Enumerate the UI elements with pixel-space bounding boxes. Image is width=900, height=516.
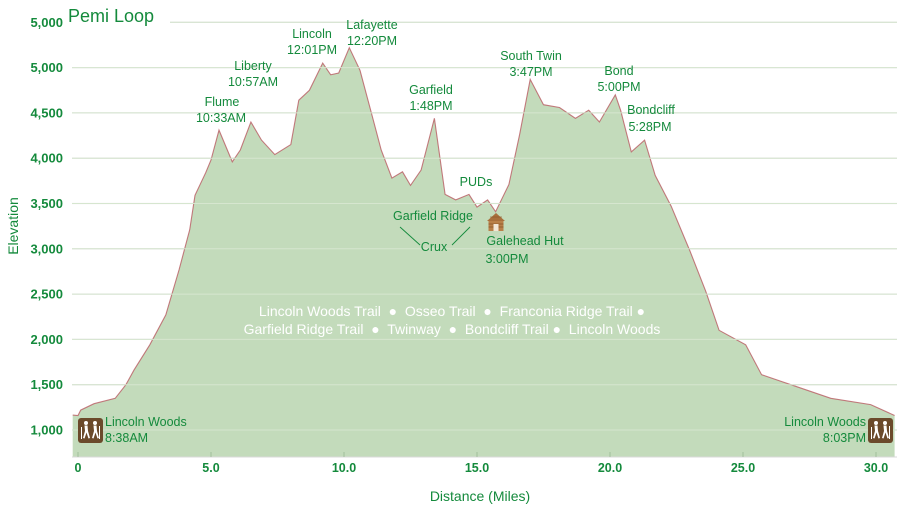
y-tick-label: 3,500 [30,196,63,211]
hiker-icon [868,418,893,443]
annotation-south-twin: South Twin 3:47PM [500,49,562,79]
hiker-icon [78,418,103,443]
peak-name: Flume [205,95,240,109]
end-time: 8:03PM [823,431,866,445]
y-axis-ticks: 5,000 5,000 4,500 4,000 3,500 3,000 2,500 2,000… [30,15,63,438]
peak-time: 10:57AM [228,75,278,89]
peak-name: South Twin [500,49,562,63]
x-tick-label: 15.0 [465,461,489,475]
peak-name: Liberty [234,59,272,73]
gridlines-overlay [72,21,897,431]
y-tick-label: 5,000 [30,15,63,30]
x-tick-label: 0 [75,461,82,475]
x-tick-label: 20.0 [598,461,622,475]
peak-time: 12:20PM [347,34,397,48]
peak-time: 5:00PM [597,80,640,94]
y-tick-label: 4,500 [30,105,63,120]
x-tick-label: 30.0 [864,461,888,475]
peak-name: Lafayette [346,18,397,32]
annotation-flume: Flume 10:33AM [196,95,246,125]
elevation-area [72,47,895,457]
annotation-lafayette: Lafayette 12:20PM [346,18,397,48]
y-axis-title: Elevation [5,197,21,255]
start-location-name: Lincoln Woods [105,415,187,429]
puds-label: PUDs [460,175,493,189]
galehead-hut-name: Galehead Hut [486,234,564,248]
annotation-garfield: Garfield 1:48PM [409,83,453,113]
annotation-lincoln: Lincoln 12:01PM [287,27,337,57]
end-location-name: Lincoln Woods [784,415,866,429]
peak-name: Garfield [409,83,453,97]
chart-title: Pemi Loop [68,6,154,26]
annotation-liberty: Liberty 10:57AM [228,59,278,89]
peak-name: Bondcliff [627,103,675,117]
y-tick-label: 3,000 [30,241,63,256]
crux-pointer-left [399,226,421,246]
trail-list-line-1: Lincoln Woods Trail ● Osseo Trail ● Fran… [259,303,645,319]
garfield-ridge-label: Garfield Ridge [393,209,473,223]
peak-time: 12:01PM [287,43,337,57]
peak-time: 10:33AM [196,111,246,125]
y-tick-label: 5,000 [30,60,63,75]
y-tick-label: 1,500 [30,377,63,392]
peak-time: 1:48PM [409,99,452,113]
x-tick-label: 25.0 [731,461,755,475]
peak-name: Bond [604,64,633,78]
x-axis-title: Distance (Miles) [430,488,530,504]
peak-name: Lincoln [292,27,332,41]
crux-label: Crux [421,240,448,254]
y-tick-label: 4,000 [30,151,63,166]
annotation-bond: Bond 5:00PM [597,64,640,94]
crux-pointer-right [451,226,471,246]
y-tick-label: 2,000 [30,332,63,347]
start-time: 8:38AM [105,431,148,445]
peak-time: 5:28PM [628,120,671,134]
x-axis-ticks: 0 5.0 10.0 15.0 20.0 25.0 30.0 [75,452,888,475]
annotation-bondcliff: Bondcliff 5:28PM [627,103,675,134]
y-tick-label: 2,500 [30,287,63,302]
y-tick-label: 1,000 [30,423,63,438]
peak-time: 3:47PM [509,65,552,79]
cabin-icon [487,213,505,231]
x-tick-label: 5.0 [202,461,219,475]
galehead-hut-time: 3:00PM [485,252,528,266]
x-tick-label: 10.0 [332,461,356,475]
trail-list-line-2: Garfield Ridge Trail ● Twinway ● Bondcli… [244,321,661,337]
